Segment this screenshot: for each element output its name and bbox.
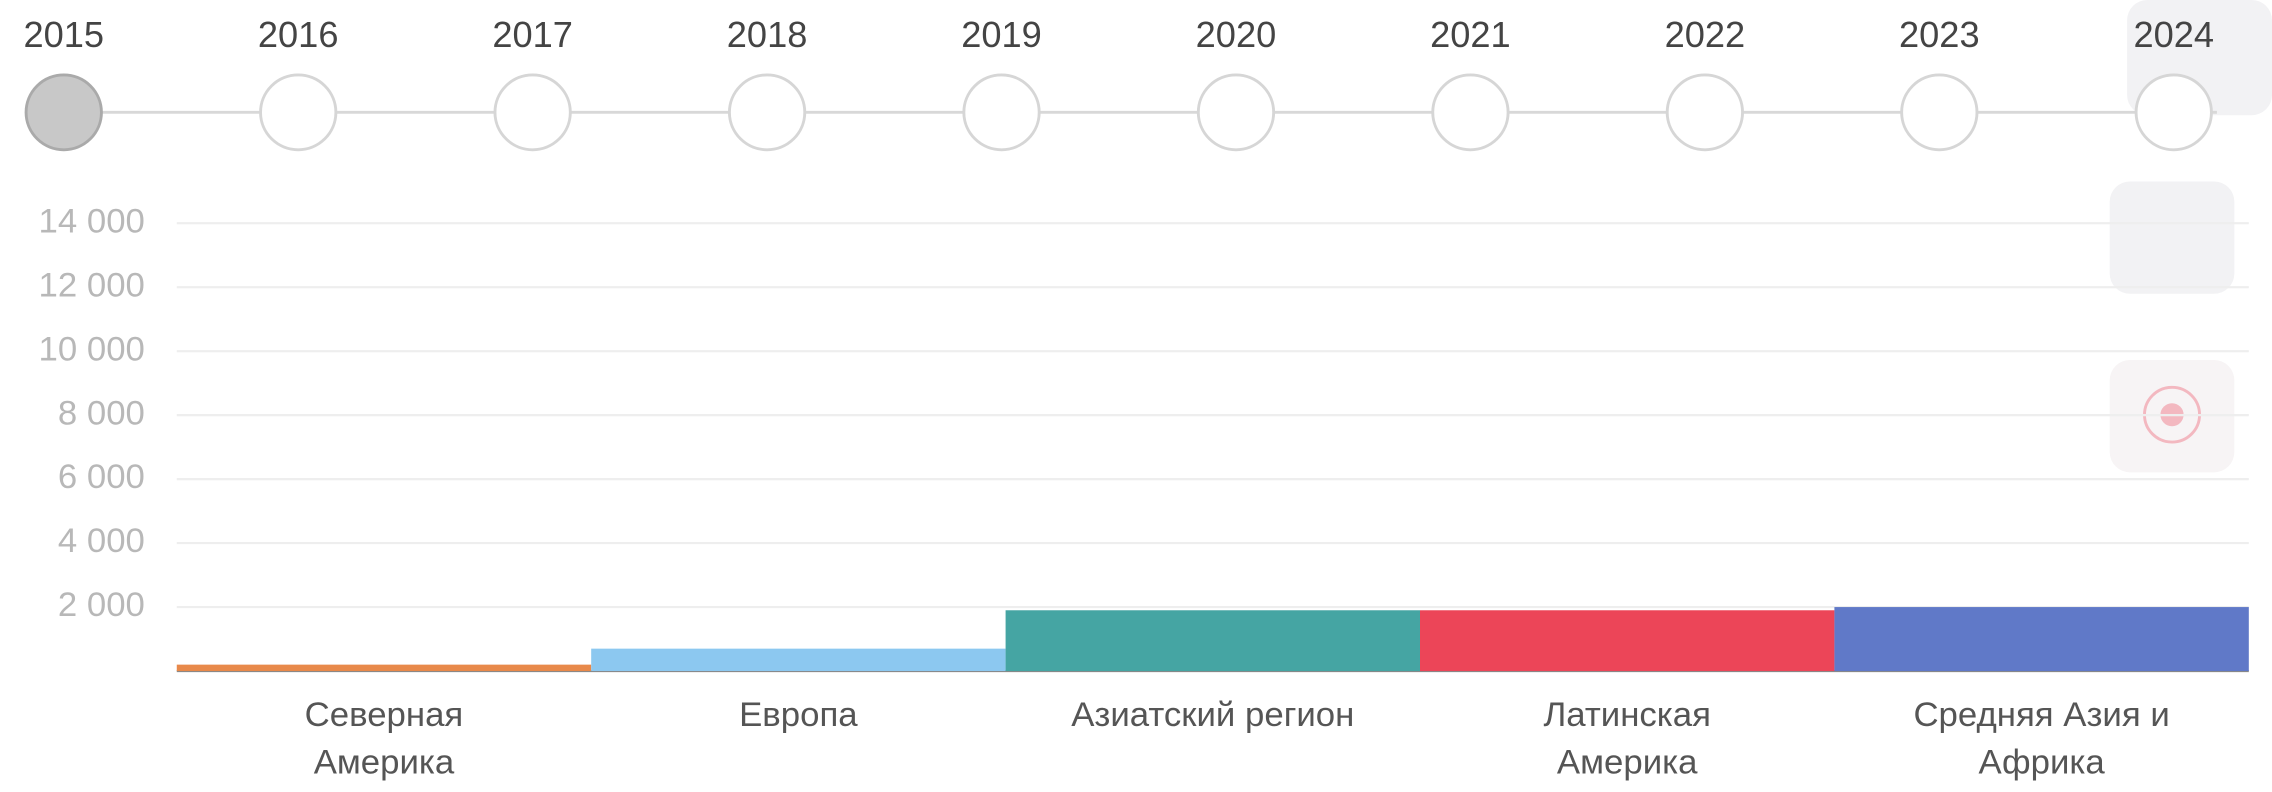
year-label: 2020 xyxy=(1196,14,1277,55)
year-label: 2022 xyxy=(1665,14,1746,55)
year-node[interactable] xyxy=(1665,73,1744,152)
year-node[interactable] xyxy=(1431,73,1510,152)
year-node[interactable] xyxy=(1196,73,1276,152)
x-tick-label: Азиатский регион xyxy=(1071,695,1355,735)
year-label: 2023 xyxy=(1899,14,1980,55)
bar xyxy=(176,664,592,672)
x-tick-label: Средняя Азия и Африка xyxy=(1913,695,2170,782)
year-label: 2024 xyxy=(2133,14,2214,55)
y-tick-label: 6 000 xyxy=(58,458,145,496)
year-node[interactable] xyxy=(727,73,807,152)
year-node[interactable] xyxy=(962,73,1041,152)
y-tick-label: 4 000 xyxy=(58,522,145,560)
side-button[interactable] xyxy=(2109,181,2235,294)
x-tick-label-box: Латинская Америка xyxy=(1543,695,1711,782)
bar xyxy=(1834,607,2249,672)
x-tick-label: Европа xyxy=(739,695,858,735)
bar xyxy=(591,648,1006,672)
year-node[interactable] xyxy=(24,73,103,152)
year-label: 2017 xyxy=(492,14,573,55)
x-tick-label: Северная Америка xyxy=(304,695,464,782)
year-node[interactable] xyxy=(259,73,338,152)
x-tick-label-box: Европа xyxy=(739,695,858,735)
year-node[interactable] xyxy=(2134,73,2213,152)
x-tick-label-box: Азиатский регион xyxy=(1071,695,1355,735)
x-tick-label-box: Северная Америка xyxy=(304,695,464,782)
year-label: 2021 xyxy=(1430,14,1511,55)
y-tick-label: 14 000 xyxy=(39,202,145,240)
year-node[interactable] xyxy=(1900,73,1979,152)
year-label: 2019 xyxy=(961,14,1042,55)
y-tick-label: 2 000 xyxy=(58,586,145,624)
bar xyxy=(1420,610,1835,672)
x-tick-label-box: Средняя Азия и Африка xyxy=(1913,695,2170,782)
bar xyxy=(1005,610,1420,672)
year-label: 2016 xyxy=(258,14,339,55)
year-label: 2018 xyxy=(727,14,808,55)
x-tick-label: Латинская Америка xyxy=(1543,695,1711,782)
y-tick-label: 10 000 xyxy=(39,330,145,368)
year-node[interactable] xyxy=(493,73,572,152)
y-tick-label: 12 000 xyxy=(39,266,145,304)
year-label: 2015 xyxy=(23,14,104,55)
y-tick-label: 8 000 xyxy=(58,394,145,432)
